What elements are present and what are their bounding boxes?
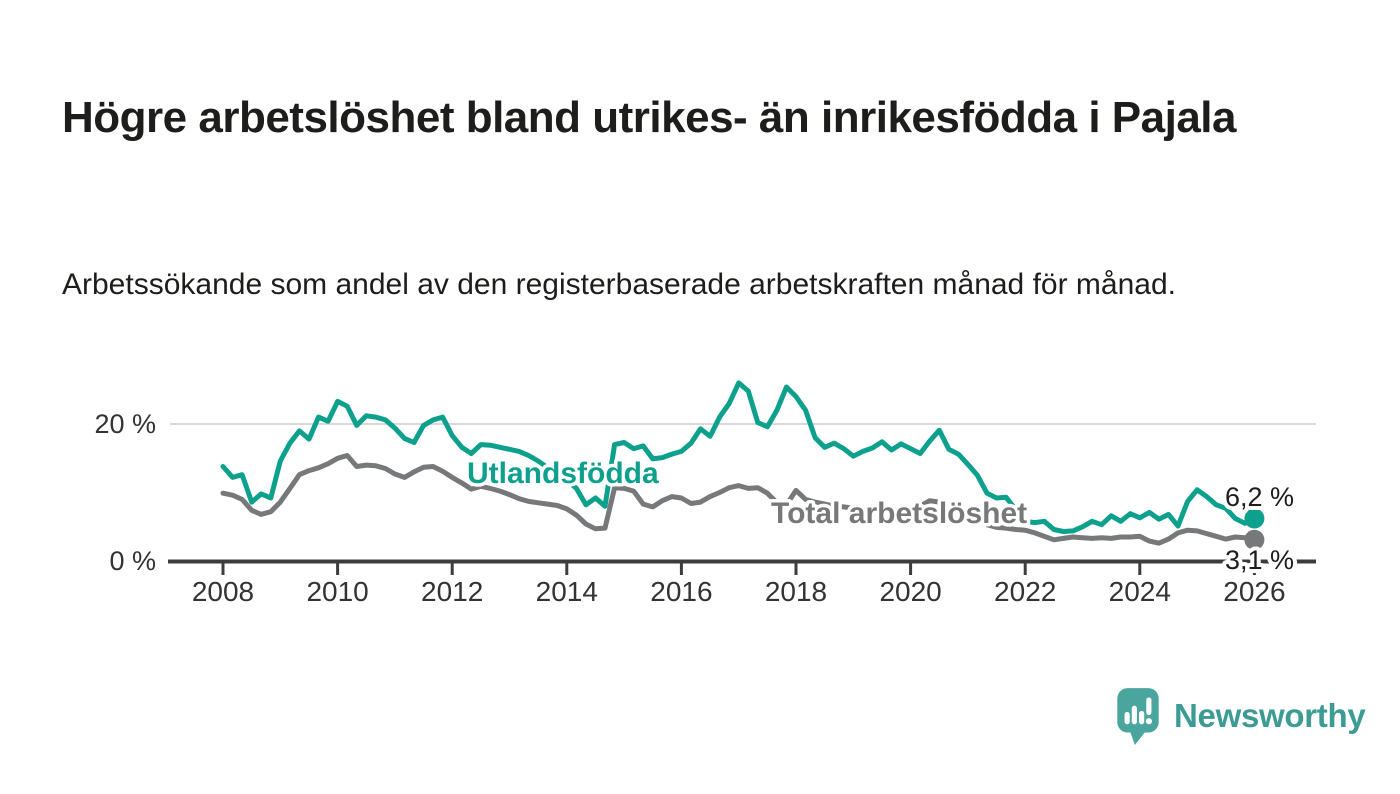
x-axis-ticks: 2008 2010 2012 2014 2016 2018 2020 2022 2024 2026 bbox=[192, 563, 1286, 607]
x-tick-label: 2014 bbox=[536, 576, 598, 607]
x-tick-label: 2012 bbox=[421, 576, 483, 607]
x-tick-label: 2018 bbox=[765, 576, 827, 607]
series-line-total-arbetsloshet bbox=[220, 453, 1257, 546]
series-label-total-arbetsloshet: Total arbetslöshet bbox=[771, 497, 1027, 530]
series-label-utlandsfodda: Utlandsfödda bbox=[467, 457, 659, 490]
y-tick-label-20: 20 % bbox=[94, 409, 156, 439]
x-tick-label: 2026 bbox=[1223, 576, 1285, 607]
newsworthy-logo: Newsworthy bbox=[1115, 686, 1366, 746]
page-subtitle: Arbetssökande som andel av den registerb… bbox=[62, 268, 1176, 301]
series-endpoint-utlandsfodda bbox=[1244, 508, 1265, 529]
x-tick-label: 2016 bbox=[650, 576, 712, 607]
series-endpoint-total-arbetsloshet bbox=[1244, 529, 1265, 550]
series-group bbox=[220, 380, 1265, 550]
series-line-utlandsfodda bbox=[220, 380, 1257, 534]
y-tick-label-0: 0 % bbox=[109, 546, 156, 576]
x-tick-label: 2024 bbox=[1109, 576, 1171, 607]
value-label-utlandsfodda: 6,2 % bbox=[1225, 482, 1294, 512]
x-tick-label: 2022 bbox=[994, 576, 1056, 607]
x-tick-label: 2008 bbox=[192, 576, 254, 607]
page-title: Högre arbetslöshet bland utrikes- än inr… bbox=[62, 93, 1237, 143]
bar-chart-speech-bubble-icon bbox=[1117, 688, 1159, 745]
value-label-total-arbetsloshet: 3,1 % bbox=[1225, 545, 1294, 575]
brand-name: Newsworthy bbox=[1174, 697, 1366, 734]
x-tick-label: 2020 bbox=[879, 576, 941, 607]
x-tick-label: 2010 bbox=[306, 576, 368, 607]
